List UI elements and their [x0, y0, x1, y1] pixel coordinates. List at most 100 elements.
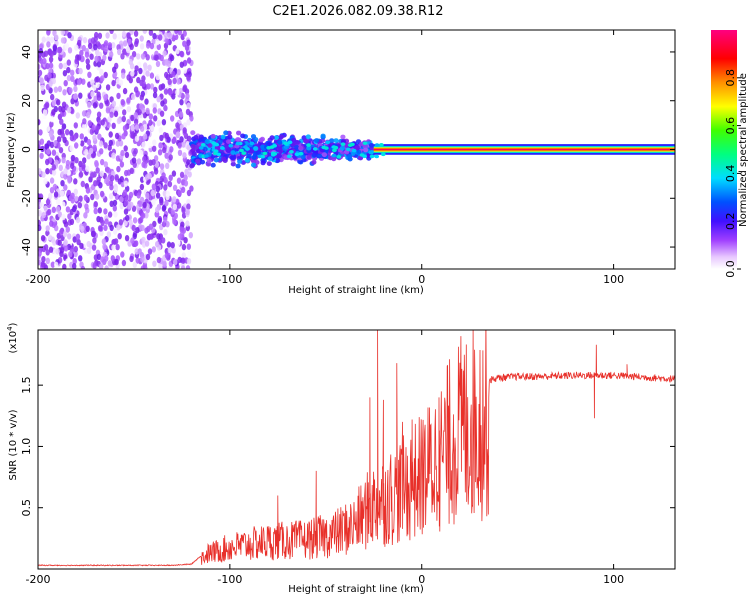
spectrum-cell	[63, 184, 68, 191]
spectrum-cell	[189, 115, 194, 122]
spectrum-cell	[51, 169, 57, 176]
spectrum-cell	[45, 249, 50, 256]
spectrum-cell	[66, 189, 72, 197]
spectrum-cell	[186, 57, 192, 64]
spectrum-cell	[164, 58, 169, 66]
spectrum-cell	[362, 154, 367, 159]
spectrum-cell	[57, 239, 62, 246]
spectrum-cell	[139, 125, 145, 132]
spectrum-cell	[99, 190, 105, 198]
spectrum-cell	[177, 30, 182, 36]
spectrum-cell	[49, 141, 55, 148]
spectrum-cell	[132, 261, 137, 268]
spectrum-cell	[287, 140, 293, 145]
spectrum-cell	[113, 186, 119, 194]
spectrum-cell	[279, 134, 285, 140]
spectrum-cell	[180, 221, 185, 228]
spectrum-cell	[82, 37, 88, 44]
spectrum-cell	[97, 43, 102, 50]
spectrum-cell	[45, 257, 50, 264]
spectrum-cell	[97, 207, 103, 214]
spectrum-cell	[163, 229, 168, 236]
spectrum-cell	[73, 178, 78, 185]
spectrum-cell	[95, 193, 100, 200]
spectrum-cell	[78, 255, 83, 262]
spectrum-cell	[103, 142, 108, 149]
spectrum-cell	[44, 143, 49, 150]
spectrum-cell	[45, 62, 50, 70]
spectrum-cell	[332, 148, 337, 153]
spectrum-cell	[153, 115, 158, 122]
spectrum-cell	[73, 188, 79, 195]
spectrum-cell	[380, 152, 386, 157]
spectrum-cell	[58, 62, 63, 70]
spectrum-cell	[115, 243, 120, 251]
spectrum-cell	[75, 233, 81, 240]
spectrum-cell	[145, 192, 150, 199]
spectrum-cell	[175, 47, 180, 55]
spectrum-cell	[95, 167, 100, 174]
spectrum-cell	[92, 84, 97, 91]
spectrum-cell	[133, 112, 138, 119]
spectrum-cell	[65, 159, 71, 167]
spectrum-cell	[78, 92, 83, 99]
spectrum-cell	[138, 135, 143, 143]
spectrum-cell	[244, 158, 250, 163]
spectrum-cell	[240, 133, 246, 139]
spectrum-cell	[76, 238, 81, 246]
spectrum-cell	[121, 30, 127, 38]
spectrum-cell	[258, 137, 264, 143]
spectrum-cell	[69, 145, 74, 152]
spectrum-cell	[59, 229, 64, 236]
spectrum-cell	[64, 43, 70, 50]
spectrum-cell	[69, 134, 75, 142]
spectrum-cell	[117, 233, 122, 240]
spectrum-cell	[149, 72, 155, 79]
spectrum-cell	[51, 206, 56, 213]
spectrum-cell	[42, 57, 47, 65]
spectrum-cell	[158, 127, 163, 134]
spectrum-cell	[153, 168, 159, 175]
spectrum-cell	[100, 75, 105, 82]
spectrum-cell	[98, 182, 103, 189]
spectrum-cell	[183, 237, 188, 244]
y-tick-label: 40	[20, 45, 33, 59]
spectrum-cell	[101, 238, 107, 245]
spectrum-cell	[144, 227, 149, 234]
spectrum-cell	[84, 203, 89, 210]
spectrum-cell	[171, 247, 176, 254]
spectrum-cell	[111, 152, 116, 159]
spectrum-cell	[159, 54, 164, 62]
spectrum-cell	[163, 104, 168, 112]
spectrum-cell	[67, 47, 73, 54]
spectrum-cell	[67, 213, 72, 220]
spectrum-cell	[157, 217, 162, 224]
spectrum-cell	[155, 241, 160, 248]
spectrum-cell	[84, 148, 89, 156]
snr-series-line	[38, 330, 675, 567]
spectrum-cell	[164, 252, 170, 259]
spectrum-cell	[83, 194, 89, 202]
spectrum-cell	[40, 261, 45, 268]
spectrum-cell	[112, 238, 117, 246]
spectrum-cell	[107, 116, 112, 123]
spectrum-cell	[116, 92, 121, 100]
spectrum-cell	[139, 43, 145, 50]
spectrum-cell	[152, 32, 157, 40]
spectrum-cell	[269, 135, 275, 141]
spectrum-cell	[60, 30, 65, 36]
spectrum-cell	[356, 149, 362, 155]
spectrum-cell	[46, 148, 51, 155]
spectrum-cell	[81, 162, 86, 169]
spectrum-cell	[239, 148, 244, 153]
spectrum-cell	[67, 32, 72, 39]
spectrum-cell	[93, 35, 99, 42]
spectrum-cell	[122, 125, 128, 132]
spectrum-cell	[152, 220, 157, 228]
snr-x-label: Height of straight line (km)	[288, 584, 424, 595]
spectrum-cell	[163, 176, 168, 184]
snr-frame	[37, 329, 676, 570]
spectrum-cell	[170, 242, 175, 249]
spectrum-cell	[100, 256, 105, 263]
spectrum-cell	[110, 255, 116, 262]
